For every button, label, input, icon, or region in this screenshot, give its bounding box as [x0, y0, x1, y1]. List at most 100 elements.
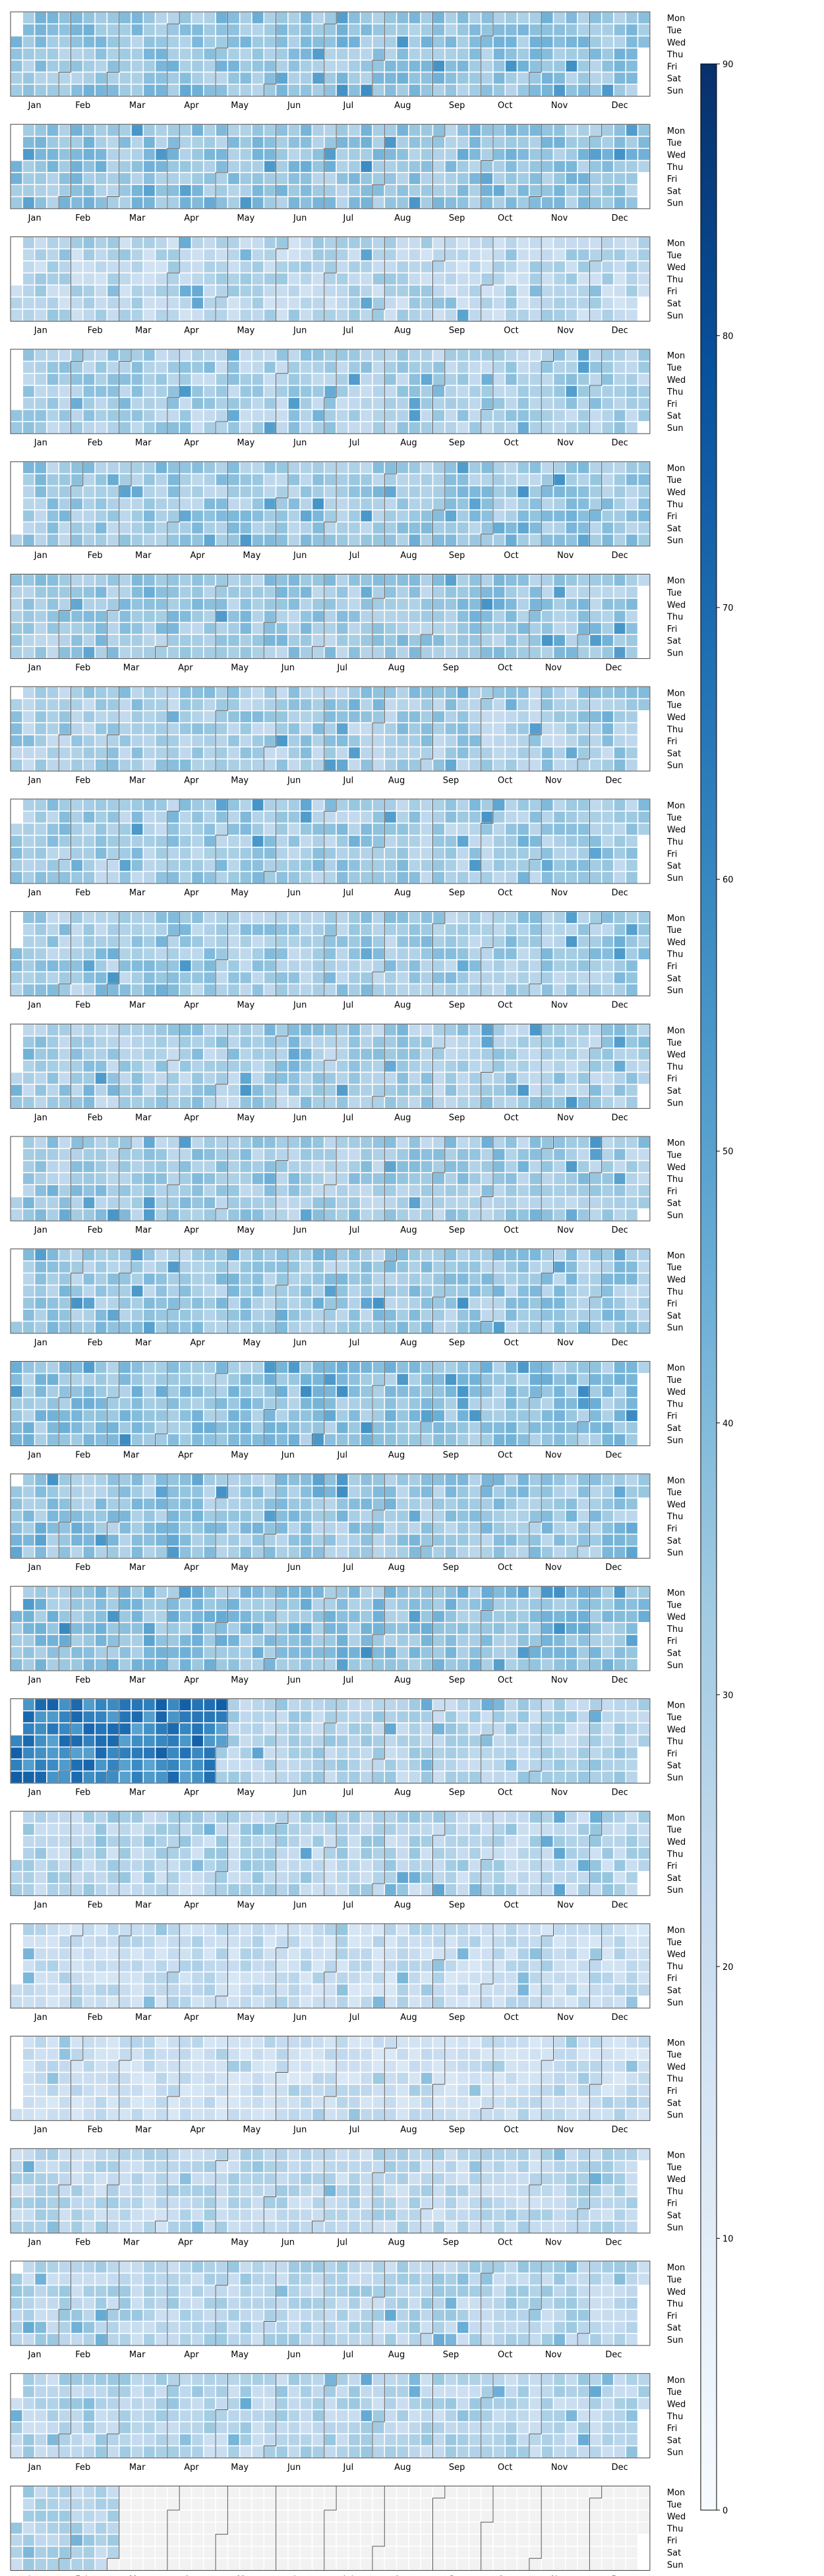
day-cell [565, 1071, 578, 1085]
day-cell [34, 1196, 47, 1210]
day-cell [251, 196, 265, 210]
day-cell [396, 634, 409, 648]
day-cell [154, 272, 168, 286]
day-cell [106, 910, 120, 924]
day-cell [444, 1248, 457, 1262]
day-cell [420, 609, 434, 623]
day-cell [480, 947, 494, 961]
day-cell [191, 710, 204, 723]
day-cell [191, 1260, 204, 1274]
day-cell [179, 1360, 192, 1374]
day-cell [34, 983, 47, 997]
day-cell [263, 272, 277, 286]
day-cell [287, 1084, 301, 1097]
day-cell [359, 1148, 373, 1162]
day-cell [142, 23, 156, 37]
day-cell [179, 1260, 192, 1274]
day-cell [480, 847, 494, 860]
day-cell [529, 710, 542, 723]
day-cell [432, 385, 446, 399]
day-cell [625, 1160, 639, 1173]
day-cell [324, 397, 337, 410]
day-cell [167, 935, 180, 949]
day-cell [347, 1184, 361, 1198]
day-cell [324, 136, 337, 150]
day-cell [444, 473, 457, 487]
day-cell [94, 1059, 108, 1073]
day-cell [372, 734, 386, 748]
day-cell [118, 1421, 132, 1434]
day-cell [142, 1096, 156, 1109]
day-cell [347, 935, 361, 949]
day-cell [299, 621, 313, 635]
day-cell [372, 634, 386, 648]
day-cell [565, 372, 578, 386]
day-cell [541, 858, 554, 872]
day-cell [480, 84, 494, 97]
day-cell [601, 1071, 614, 1085]
day-cell [70, 196, 84, 210]
day-cell [191, 485, 204, 499]
day-cell [251, 798, 265, 812]
month-boundary [215, 574, 228, 659]
day-cell [58, 609, 72, 623]
day-cell [468, 248, 482, 262]
day-cell [589, 1284, 603, 1298]
day-cell [167, 1160, 180, 1173]
day-cell [82, 272, 96, 286]
day-cell [239, 1284, 252, 1298]
day-cell [142, 586, 156, 599]
day-cell [227, 533, 241, 547]
day-cell [552, 308, 566, 322]
day-cell [372, 148, 386, 161]
day-cell [408, 971, 421, 985]
day-cell [239, 698, 252, 712]
month-tick-label: Sep [449, 213, 465, 223]
weekday-tick-label: Sat [667, 186, 681, 196]
day-cell [359, 473, 373, 487]
day-cell [22, 1136, 36, 1150]
day-cell [324, 473, 337, 487]
day-cell [577, 1272, 591, 1286]
day-cell [384, 284, 397, 298]
month-tick-label: Dec [612, 213, 628, 223]
day-cell [396, 71, 409, 85]
day-cell [215, 698, 229, 712]
day-cell [359, 485, 373, 499]
day-cell [179, 59, 192, 73]
day-cell [275, 421, 289, 434]
day-cell [492, 260, 506, 274]
day-cell [191, 1059, 204, 1073]
day-cell [131, 1096, 144, 1109]
day-cell [154, 349, 168, 362]
day-cell [359, 397, 373, 410]
day-cell [251, 947, 265, 961]
day-cell [625, 159, 639, 173]
day-cell [203, 248, 216, 262]
day-cell [359, 959, 373, 972]
day-cell [384, 123, 397, 137]
day-cell [359, 810, 373, 824]
day-cell [203, 59, 216, 73]
day-cell [336, 847, 349, 860]
day-cell [82, 408, 96, 422]
day-cell [456, 734, 470, 748]
day-cell [70, 959, 84, 972]
day-cell [456, 260, 470, 274]
weekday-tick-label: Sun [667, 1098, 684, 1108]
day-cell [384, 1308, 397, 1322]
day-cell [359, 123, 373, 137]
day-cell [347, 822, 361, 836]
day-cell [384, 1372, 397, 1386]
day-cell [70, 983, 84, 997]
month-boundary [541, 1136, 554, 1221]
day-cell [516, 835, 530, 848]
day-cell [227, 858, 241, 872]
day-cell [420, 1059, 434, 1073]
day-cell [263, 1385, 277, 1399]
day-cell [347, 1260, 361, 1274]
weekday-tick-label: Sat [667, 749, 681, 759]
day-cell [492, 397, 506, 410]
day-cell [468, 533, 482, 547]
day-cell [336, 609, 349, 623]
